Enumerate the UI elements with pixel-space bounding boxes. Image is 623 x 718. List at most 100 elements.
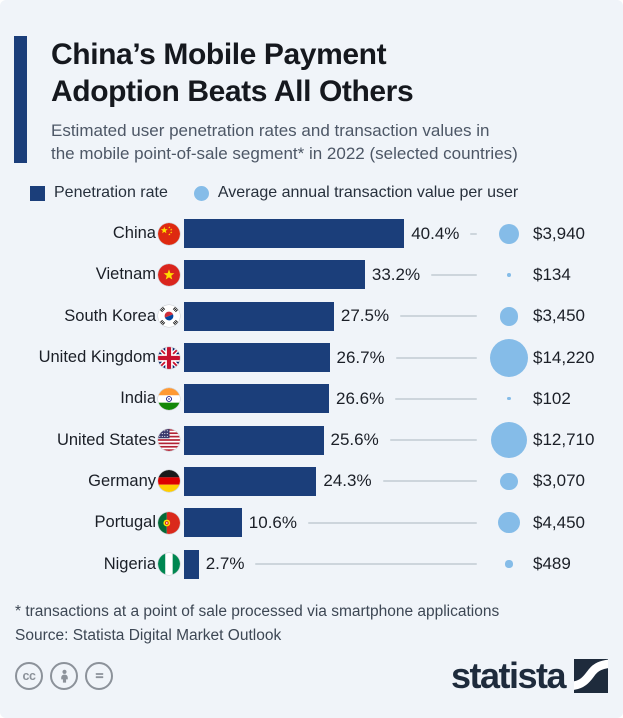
penetration-bar xyxy=(184,301,334,331)
chart-row: United States 25.6% $12,710 xyxy=(0,419,623,460)
penetration-value-label: 25.6% xyxy=(330,430,379,450)
country-label: United States xyxy=(56,430,156,449)
chart-row: India 26.6% $102 xyxy=(0,378,623,419)
transaction-bubble xyxy=(499,223,519,244)
bubble-column xyxy=(488,560,530,568)
bubble-column xyxy=(488,422,530,459)
chart-row: Nigeria 2.7% $489 xyxy=(0,543,623,584)
bubble-column xyxy=(488,512,530,534)
penetration-bar xyxy=(184,508,242,538)
cc-icon: cc xyxy=(15,661,43,690)
chart-row: Vietnam 33.2% $134 xyxy=(0,254,623,295)
subtitle-line-2: the mobile point-of-sale segment* in 202… xyxy=(51,144,518,163)
bottom-bar: cc statista xyxy=(15,654,608,696)
transaction-bubble xyxy=(505,560,513,568)
penetration-value-label: 26.7% xyxy=(336,347,385,367)
attribution-icon xyxy=(50,661,78,690)
penetration-bar xyxy=(184,260,365,290)
statista-wordmark: statista xyxy=(450,654,567,696)
title-accent-bar xyxy=(14,36,27,163)
bar-bubble-chart: China 40.4% $3,940 Vietnam 33.2% xyxy=(0,213,623,585)
transaction-value-label: $4,450 xyxy=(533,512,585,532)
transaction-value-swatch-icon xyxy=(193,185,209,201)
header-text: China’s Mobile Payment Adoption Beats All… xyxy=(51,36,518,165)
penetration-bar xyxy=(184,343,330,373)
country-label: India xyxy=(120,389,156,408)
connector-line xyxy=(382,480,477,483)
source-line: Source: Statista Digital Market Outlook xyxy=(15,626,282,644)
header: China’s Mobile Payment Adoption Beats All… xyxy=(14,36,609,165)
chart-row: United Kingdom 26.7% $14,220 xyxy=(0,337,623,378)
connector-line xyxy=(400,315,477,318)
transaction-bubble xyxy=(491,422,527,459)
connector-line xyxy=(431,273,477,276)
country-flag-icon xyxy=(158,429,180,452)
bubble-column xyxy=(488,338,530,377)
bubble-column xyxy=(488,273,530,277)
transaction-value-label: $14,220 xyxy=(533,347,595,367)
country-label: China xyxy=(112,224,156,243)
penetration-value-label: 24.3% xyxy=(323,471,372,491)
transaction-bubble xyxy=(490,338,528,377)
bubble-column xyxy=(488,223,530,244)
equal-icon xyxy=(85,661,113,690)
bubble-column xyxy=(488,472,530,491)
chart-row: South Korea 27.5% $3,450 xyxy=(0,296,623,337)
legend: Penetration rate Average annual transact… xyxy=(30,184,623,202)
country-flag-icon xyxy=(158,263,180,286)
legend-bar-label: Penetration rate xyxy=(54,184,168,201)
transaction-bubble xyxy=(499,306,519,326)
connector-line xyxy=(395,356,477,359)
transaction-value-label: $3,450 xyxy=(533,306,585,326)
transaction-bubble xyxy=(498,512,520,534)
bubble-column xyxy=(488,397,530,401)
cc-license-icons: cc xyxy=(15,661,113,690)
penetration-value-label: 40.4% xyxy=(411,223,460,243)
penetration-bar xyxy=(184,425,324,455)
country-label: Nigeria xyxy=(103,554,156,573)
chart-title: China’s Mobile Payment Adoption Beats All… xyxy=(51,36,518,110)
penetration-bar xyxy=(184,466,317,496)
subtitle-line-1: Estimated user penetration rates and tra… xyxy=(51,121,490,140)
transaction-value-label: $3,940 xyxy=(533,223,585,243)
legend-bubble-label: Average annual transaction value per use… xyxy=(217,184,519,201)
penetration-value-label: 10.6% xyxy=(248,512,297,532)
footnote: * transactions at a point of sale proces… xyxy=(15,600,608,648)
chart-row: China 40.4% $3,940 xyxy=(0,213,623,254)
penetration-value-label: 33.2% xyxy=(371,264,421,284)
penetration-rate-swatch-icon xyxy=(30,185,45,201)
country-flag-icon xyxy=(158,553,180,576)
connector-line xyxy=(308,521,477,524)
title-line-1: China’s Mobile Payment xyxy=(51,38,387,71)
transaction-bubble xyxy=(507,397,511,401)
penetration-bar xyxy=(184,384,329,414)
title-line-2: Adoption Beats All Others xyxy=(51,75,414,108)
transaction-value-label: $134 xyxy=(533,264,571,284)
country-flag-icon xyxy=(158,511,180,534)
country-flag-icon xyxy=(158,470,180,493)
penetration-bar xyxy=(184,549,199,579)
transaction-value-label: $489 xyxy=(533,554,571,574)
connector-line xyxy=(389,439,477,442)
country-label: United Kingdom xyxy=(38,348,156,367)
transaction-value-label: $12,710 xyxy=(533,430,595,450)
transaction-value-label: $3,070 xyxy=(533,471,585,491)
country-label: Germany xyxy=(88,471,156,490)
statista-square-icon xyxy=(574,658,608,693)
penetration-value-label: 26.6% xyxy=(336,388,385,408)
country-flag-icon xyxy=(158,222,180,245)
transaction-bubble xyxy=(500,472,518,491)
transaction-value-label: $102 xyxy=(533,388,571,408)
country-label: South Korea xyxy=(64,306,156,325)
connector-line xyxy=(470,232,477,235)
country-flag-icon xyxy=(158,346,180,369)
country-label: Vietnam xyxy=(95,265,156,284)
chart-row: Germany 24.3% $3,070 xyxy=(0,461,623,502)
connector-line xyxy=(395,397,477,400)
country-label: Portugal xyxy=(94,513,156,532)
chart-subtitle: Estimated user penetration rates and tra… xyxy=(51,119,518,165)
country-flag-icon xyxy=(158,387,180,410)
penetration-value-label: 27.5% xyxy=(340,306,390,326)
connector-line xyxy=(255,563,477,566)
